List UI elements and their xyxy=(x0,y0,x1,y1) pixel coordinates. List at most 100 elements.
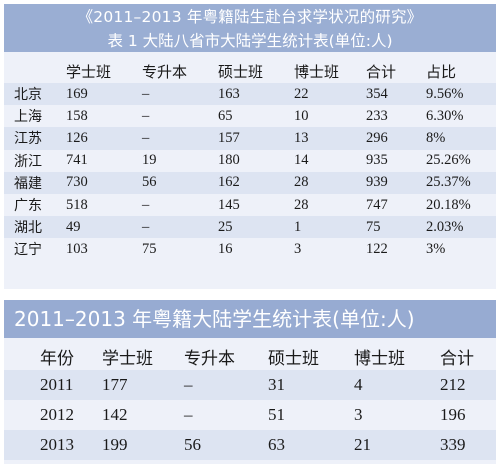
table1-cell: 730 xyxy=(66,171,142,194)
table1-row: 辽宁 103 75 16 3 122 3% xyxy=(4,238,496,260)
table2-header-cell: 年份 xyxy=(40,348,74,369)
table1-cell: 169 xyxy=(66,83,142,106)
table1-cell: 3 xyxy=(294,240,302,257)
table2-cell: 3 xyxy=(354,405,363,424)
table1-cell: 518 xyxy=(66,196,88,213)
table1-cell: 747 xyxy=(366,196,388,213)
table2-row: 2011 177–31 4 212 xyxy=(4,370,496,400)
table2-header-cell: 博士班 xyxy=(354,348,405,369)
table2-header-cell: 专升本 xyxy=(184,348,235,369)
table2-header-cell: 硕士班 xyxy=(268,348,319,369)
table1-cell: 180 xyxy=(218,152,240,169)
table2-cell: 339 xyxy=(440,430,496,460)
table1-cell: 741 xyxy=(66,152,88,169)
table1-cell: 157 xyxy=(218,127,294,150)
table1-cell: 162 xyxy=(218,171,294,194)
table1-cell: 122 xyxy=(366,240,388,257)
table1-cell: 13 xyxy=(294,127,366,150)
table1-row: 江苏 126–157 13 296 8% xyxy=(4,127,496,150)
table1-cell: 16 xyxy=(218,240,233,257)
table1-cell: 2.03% xyxy=(426,216,496,239)
table2-cell: 63 xyxy=(268,430,354,460)
table2-cell: 196 xyxy=(440,405,466,424)
table1-cell: 14 xyxy=(294,152,309,169)
table1-header-cell: 学士班 xyxy=(66,62,112,81)
table1-cell: 江苏 xyxy=(4,127,66,150)
table2-cell: 2011 xyxy=(4,370,102,400)
table1-row: 北京 169–163 22 354 9.56% xyxy=(4,83,496,106)
table2-header-cell: 合计 xyxy=(440,348,474,369)
table1-cell: – xyxy=(142,127,218,150)
table1-header-cell: 占比 xyxy=(426,62,457,81)
table1-cell: 935 xyxy=(366,152,388,169)
table1-cell: 158 xyxy=(66,107,88,124)
table1-cell: 浙江 xyxy=(14,153,42,170)
table1-header-cell xyxy=(4,59,66,83)
table1-cell: 28 xyxy=(294,196,309,213)
table1-header-cell: 博士班 xyxy=(294,62,340,81)
table2: 年份 学士班 专升本 硕士班 博士班 合计 2011 177–31 4 212 2012 142–5… xyxy=(4,342,496,460)
table1-cell: 939 xyxy=(366,171,426,194)
table1-cell: 广东 xyxy=(14,198,42,215)
table2-cell: 31 xyxy=(268,370,354,400)
table2-header-cell: 学士班 xyxy=(102,348,153,369)
table1-cell: 10 xyxy=(294,107,309,124)
table1-cell: 65 xyxy=(218,107,233,124)
table2-row: 2012 142 – 51 3 196 xyxy=(4,400,496,430)
table2-cell: 4 xyxy=(354,370,440,400)
table1-cell: 福建 xyxy=(4,171,66,194)
table1-cell: 6.30% xyxy=(426,107,464,124)
table1-cell: 354 xyxy=(366,83,426,106)
table1-cell: 103 xyxy=(66,240,88,257)
table2-cell: 142 xyxy=(102,405,128,424)
table2-header-row: 年份 学士班 专升本 硕士班 博士班 合计 xyxy=(4,342,496,370)
table2-cell: 21 xyxy=(354,430,440,460)
table2-cell: – xyxy=(184,405,193,424)
table1-cell: 上海 xyxy=(14,109,42,126)
table1-row: 上海 158 – 65 10 233 6.30% xyxy=(4,105,496,127)
table1-cell: 9.56% xyxy=(426,83,496,106)
table1-cell: 3% xyxy=(426,240,446,257)
table1-cell: 163 xyxy=(218,83,294,106)
table1-header-row: 学士班 专升本 硕士班 博士班 合计 占比 xyxy=(4,59,496,83)
table1-cell: 145 xyxy=(218,196,240,213)
table1-row: 广东 518 – 145 28 747 20.18% xyxy=(4,194,496,216)
table1-cell: 233 xyxy=(366,107,388,124)
table1-cell: 75 xyxy=(366,216,426,239)
table1-cell: 1 xyxy=(294,216,366,239)
table1-row: 福建 730 56 162 28 939 25.37% xyxy=(4,171,496,194)
table1-caption: 表 1 大陆八省市大陆学生统计表(单位:人) xyxy=(4,30,496,52)
table1-cell: 25.37% xyxy=(426,171,496,194)
table2-cell: 177 xyxy=(102,370,184,400)
table1-cell: 56 xyxy=(142,171,218,194)
table1-card: 《2011–2013 年粤籍陆生赴台求学状况的研究》 表 1 大陆八省市大陆学生… xyxy=(4,4,496,289)
table1-cell: 25 xyxy=(218,216,294,239)
table1-cell: – xyxy=(142,83,218,106)
table1-row: 浙江 741 19 180 14 935 25.26% xyxy=(4,150,496,172)
table1-cell: 22 xyxy=(294,83,366,106)
table2-title: 2011–2013 年粤籍大陆学生统计表(单位:人) xyxy=(4,300,496,338)
table1-cell: 20.18% xyxy=(426,196,471,213)
table1-cell: 北京 xyxy=(4,83,66,106)
table1-cell: – xyxy=(142,216,218,239)
table1-cell: – xyxy=(142,107,150,124)
table2-cell: 51 xyxy=(268,405,285,424)
table1-cell: – xyxy=(142,196,150,213)
table1-cell: 28 xyxy=(294,171,366,194)
table1-row: 湖北 49–25 1 75 2.03% xyxy=(4,216,496,239)
table1-header-cell: 专升本 xyxy=(142,62,188,81)
table1-header-cell: 合计 xyxy=(366,62,397,81)
table2-cell: 199 xyxy=(102,430,184,460)
table1-cell: 75 xyxy=(142,240,157,257)
table2-cell: 2013 xyxy=(4,430,102,460)
table2-cell: 212 xyxy=(440,370,496,400)
table1-cell: 辽宁 xyxy=(14,242,42,259)
table2-cell: – xyxy=(184,370,268,400)
table1-cell: 19 xyxy=(142,152,157,169)
table2-cell: 56 xyxy=(184,430,268,460)
table1-header-cell: 硕士班 xyxy=(218,62,264,81)
table2-cell: 2012 xyxy=(40,405,74,424)
table2-card: 2011–2013 年粤籍大陆学生统计表(单位:人) 年份 学士班 专升本 硕士班 博士… xyxy=(4,300,496,464)
table1-cell: 296 xyxy=(366,127,426,150)
table2-row: 2013 199 56 63 21 339 xyxy=(4,430,496,460)
